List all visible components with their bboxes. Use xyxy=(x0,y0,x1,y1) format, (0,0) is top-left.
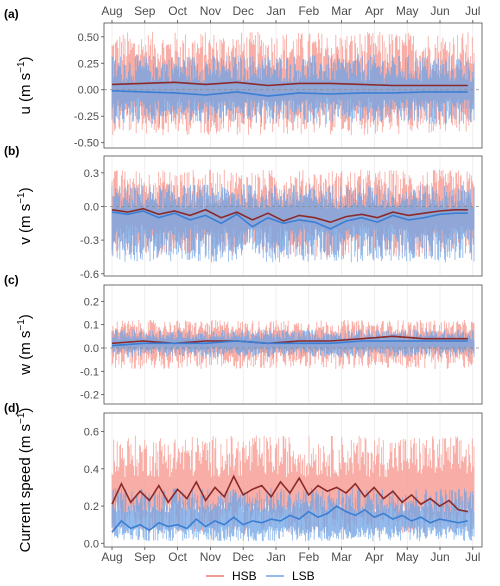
y-tick-label: 0.0 xyxy=(84,201,99,213)
month-label-top: Aug xyxy=(101,4,122,18)
y-axis-label-superscript: −1 xyxy=(16,319,27,331)
month-label-top: Mar xyxy=(331,4,352,18)
y-axis-label-close: ) xyxy=(17,187,34,192)
y-tick-label: 0.3 xyxy=(84,168,99,180)
y-tick-label: 0.6 xyxy=(84,427,99,439)
panel-b: 0.3 0.0 -0.3 -0.6 v (m s−1) (b) xyxy=(4,144,483,281)
month-label-top: Jan xyxy=(266,4,285,18)
panel-letter: (b) xyxy=(4,144,19,158)
y-axis-label: w (m s−1) xyxy=(16,314,34,376)
y-axis-label-main: w (m s xyxy=(17,331,34,376)
month-label-bottom: Apr xyxy=(365,550,384,564)
lsb-smoothed-line xyxy=(111,90,468,97)
y-tick-label: 0.1 xyxy=(84,320,99,332)
legend-lsb-label: LSB xyxy=(292,569,315,583)
y-tick-label: -0.6 xyxy=(80,269,99,281)
panel-d: 0.6 0.4 0.2 0.0 Current speed (m s−1)(d) xyxy=(4,401,483,553)
y-axis-label: Current speed (m s−1) xyxy=(16,408,34,553)
month-label-top: Apr xyxy=(365,4,384,18)
lsb-smoothed-line xyxy=(111,505,468,533)
y-tick-label: 0.50 xyxy=(78,32,99,44)
month-label-bottom: Mar xyxy=(331,550,352,564)
lsb-smoothed-line xyxy=(111,210,468,230)
panel-border xyxy=(103,284,483,405)
panel-c: 0.2 0.1 0.0 -0.1 -0.2 w (m s−1) (c) xyxy=(4,273,483,405)
month-label-bottom: Jun xyxy=(430,550,449,564)
month-label-top: Jun xyxy=(430,4,449,18)
y-tick-label: 0.2 xyxy=(84,296,99,308)
month-label-bottom: Sep xyxy=(134,550,156,564)
month-label-top: Jul xyxy=(465,4,480,18)
month-label-top: Oct xyxy=(168,4,187,18)
panels: 0.500.250.00-0.25-0.50u (m s−1)(a)0.30.0… xyxy=(4,7,483,553)
y-tick-label: 0.0 xyxy=(84,343,99,355)
panel-letter: (d) xyxy=(4,401,19,415)
month-label-top: Nov xyxy=(200,4,221,18)
y-tick-label: -0.1 xyxy=(80,366,99,378)
panel-a: 0.50 0.25 0.00 -0.25 -0.50 u (m s−1) (a) xyxy=(4,7,483,150)
legend: HSB LSB xyxy=(206,569,315,583)
panel-border xyxy=(103,155,483,277)
month-label-bottom: Aug xyxy=(101,550,122,564)
month-label-bottom: May xyxy=(396,550,419,564)
panel-border xyxy=(103,22,483,149)
y-tick-label: -0.2 xyxy=(80,390,99,402)
month-label-bottom: Feb xyxy=(298,550,319,564)
y-tick-label: -0.3 xyxy=(80,235,99,247)
month-label-bottom: Nov xyxy=(200,550,221,564)
month-label-top: Feb xyxy=(298,4,319,18)
y-tick-label: 0.0 xyxy=(84,538,99,550)
y-axis-label-close: ) xyxy=(17,314,34,319)
y-tick-label: 0.00 xyxy=(78,85,99,97)
y-axis-label-close: ) xyxy=(17,56,34,61)
y-axis-label-main: Current speed (m s xyxy=(17,424,34,552)
hsb-smoothed-line xyxy=(111,81,468,87)
y-axis-label-superscript: −1 xyxy=(16,192,27,204)
y-axis-label-close: ) xyxy=(17,408,34,413)
month-label-bottom: Jul xyxy=(465,550,480,564)
panel-letter: (a) xyxy=(4,7,19,21)
y-axis-label-superscript: −1 xyxy=(16,61,27,73)
lsb-smoothed-line xyxy=(111,340,468,347)
y-tick-label: 0.25 xyxy=(78,58,99,70)
month-label-top: May xyxy=(396,4,419,18)
y-tick-label: 0.2 xyxy=(84,501,99,513)
panel-border xyxy=(103,412,483,548)
hsb-smoothed-line xyxy=(111,474,468,513)
panel-letter: (c) xyxy=(4,273,19,287)
y-tick-label: -0.50 xyxy=(74,138,99,150)
y-axis-label-main: u (m s xyxy=(17,73,34,115)
month-label-bottom: Jan xyxy=(266,550,285,564)
top-month-axis: Aug Sep Oct Nov Dec Jan Feb Mar Apr May Jun Jul xyxy=(101,4,480,23)
bottom-month-axis: Aug Sep Oct Nov Dec Jan Feb Mar Apr May Jun Jul xyxy=(101,547,480,564)
month-label-top: Sep xyxy=(134,4,156,18)
month-label-bottom: Dec xyxy=(233,550,254,564)
month-label-bottom: Oct xyxy=(168,550,187,564)
legend-hsb-label: HSB xyxy=(232,569,257,583)
y-axis-label-main: v (m s xyxy=(17,204,34,245)
y-axis-label: u (m s−1) xyxy=(16,56,34,114)
month-label-top: Dec xyxy=(233,4,254,18)
hsb-smoothed-line xyxy=(111,207,468,224)
y-axis-label: v (m s−1) xyxy=(16,187,34,244)
y-tick-label: -0.25 xyxy=(74,111,99,123)
y-axis-label-superscript: −1 xyxy=(16,412,27,424)
y-tick-label: 0.4 xyxy=(84,464,99,476)
